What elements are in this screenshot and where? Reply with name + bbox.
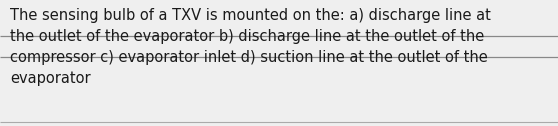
Text: the outlet of the evaporator b) discharge line at the outlet of the: the outlet of the evaporator b) discharg… (10, 29, 484, 44)
Text: evaporator: evaporator (10, 71, 90, 86)
Text: The sensing bulb of a TXV is mounted on the: a) discharge line at: The sensing bulb of a TXV is mounted on … (10, 8, 491, 23)
Text: compressor c) evaporator inlet d) suction line at the outlet of the: compressor c) evaporator inlet d) suctio… (10, 50, 488, 65)
